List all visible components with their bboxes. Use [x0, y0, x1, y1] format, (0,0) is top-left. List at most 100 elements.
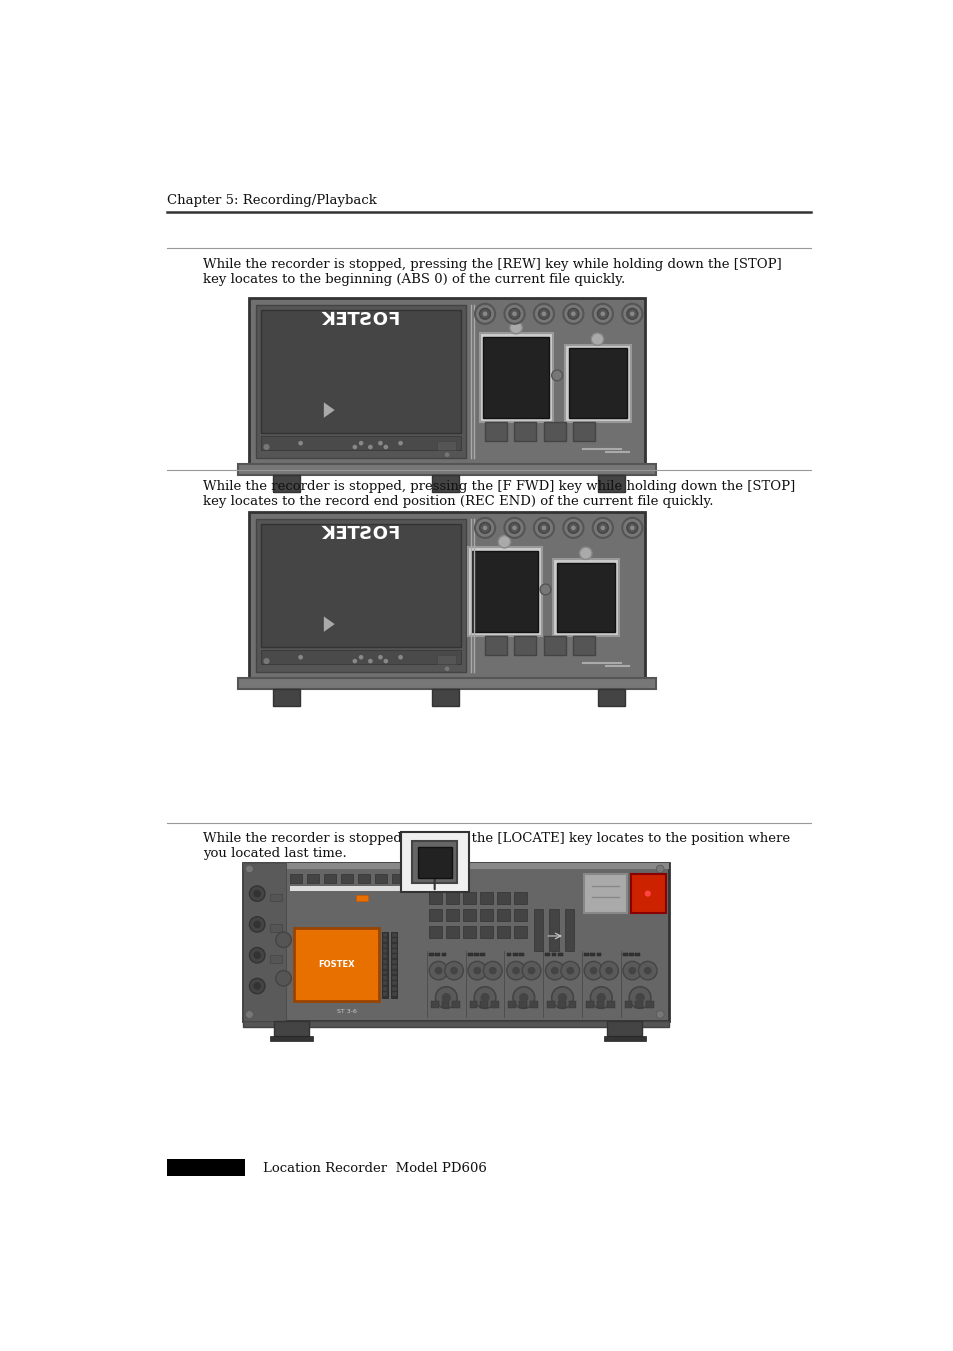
Circle shape: [571, 526, 575, 530]
Bar: [382, 939, 387, 942]
Circle shape: [383, 659, 388, 663]
Circle shape: [644, 890, 650, 897]
Circle shape: [621, 304, 641, 324]
Circle shape: [583, 962, 602, 979]
Circle shape: [253, 890, 261, 897]
Circle shape: [545, 962, 563, 979]
Bar: [497, 925, 509, 939]
Bar: [603, 1036, 645, 1040]
Circle shape: [589, 967, 597, 974]
Circle shape: [551, 986, 573, 1008]
Circle shape: [512, 526, 517, 530]
Bar: [635, 1001, 642, 1008]
Bar: [382, 975, 387, 979]
Bar: [412, 842, 456, 882]
Circle shape: [534, 517, 554, 538]
Bar: [590, 952, 595, 957]
Bar: [249, 512, 644, 678]
Bar: [392, 959, 396, 963]
Bar: [270, 1036, 313, 1040]
Bar: [629, 952, 633, 957]
Bar: [381, 932, 388, 997]
Circle shape: [377, 440, 382, 446]
Circle shape: [626, 523, 637, 534]
Circle shape: [622, 962, 641, 979]
Circle shape: [358, 440, 363, 446]
Bar: [514, 636, 536, 655]
Bar: [392, 992, 396, 996]
Bar: [553, 559, 618, 636]
Bar: [357, 874, 370, 882]
Bar: [392, 975, 396, 979]
Bar: [243, 863, 669, 869]
Bar: [270, 924, 282, 932]
Bar: [243, 1020, 669, 1027]
Circle shape: [298, 440, 303, 446]
Bar: [431, 1001, 438, 1008]
Circle shape: [656, 1011, 663, 1019]
Bar: [429, 892, 441, 904]
Circle shape: [263, 658, 270, 665]
Bar: [382, 965, 387, 969]
Circle shape: [638, 962, 657, 979]
Bar: [429, 952, 434, 957]
Bar: [585, 1001, 593, 1008]
Bar: [355, 896, 368, 901]
Bar: [392, 954, 396, 958]
Circle shape: [444, 453, 449, 457]
Bar: [513, 952, 517, 957]
Bar: [441, 952, 446, 957]
Circle shape: [253, 920, 261, 928]
Circle shape: [435, 967, 442, 974]
Circle shape: [579, 547, 592, 559]
Bar: [392, 943, 396, 947]
Bar: [392, 939, 396, 942]
Circle shape: [509, 523, 519, 534]
Bar: [596, 952, 600, 957]
Bar: [392, 874, 404, 882]
Bar: [255, 304, 466, 458]
Bar: [392, 965, 396, 969]
Circle shape: [479, 523, 490, 534]
Circle shape: [275, 970, 291, 986]
Circle shape: [468, 962, 486, 979]
Circle shape: [480, 993, 489, 1002]
Bar: [249, 299, 644, 463]
Circle shape: [253, 951, 261, 959]
Bar: [479, 334, 553, 422]
Circle shape: [504, 304, 524, 324]
Circle shape: [358, 655, 363, 659]
Circle shape: [537, 308, 549, 319]
Bar: [543, 422, 565, 440]
Bar: [480, 909, 493, 921]
Circle shape: [534, 304, 554, 324]
Circle shape: [368, 659, 373, 663]
Bar: [645, 1001, 654, 1008]
Circle shape: [518, 993, 528, 1002]
Bar: [400, 832, 468, 892]
Bar: [340, 874, 353, 882]
Bar: [382, 959, 387, 963]
Bar: [497, 892, 509, 904]
Bar: [596, 1001, 604, 1008]
Bar: [558, 952, 562, 957]
Circle shape: [597, 308, 608, 319]
Bar: [474, 952, 478, 957]
Bar: [573, 422, 595, 440]
Circle shape: [263, 444, 270, 450]
Bar: [323, 874, 335, 882]
Circle shape: [550, 967, 558, 974]
Bar: [468, 547, 541, 636]
Text: While the recorder is stopped, pressing the [F FWD] key while holding down the [: While the recorder is stopped, pressing …: [203, 480, 795, 508]
Bar: [583, 952, 588, 957]
Bar: [483, 336, 549, 417]
Bar: [392, 986, 396, 990]
Bar: [624, 1001, 632, 1008]
Polygon shape: [323, 403, 335, 417]
Bar: [417, 847, 452, 878]
Bar: [243, 863, 286, 1020]
Bar: [435, 952, 439, 957]
Bar: [514, 925, 526, 939]
Circle shape: [429, 962, 447, 979]
Bar: [472, 551, 537, 632]
